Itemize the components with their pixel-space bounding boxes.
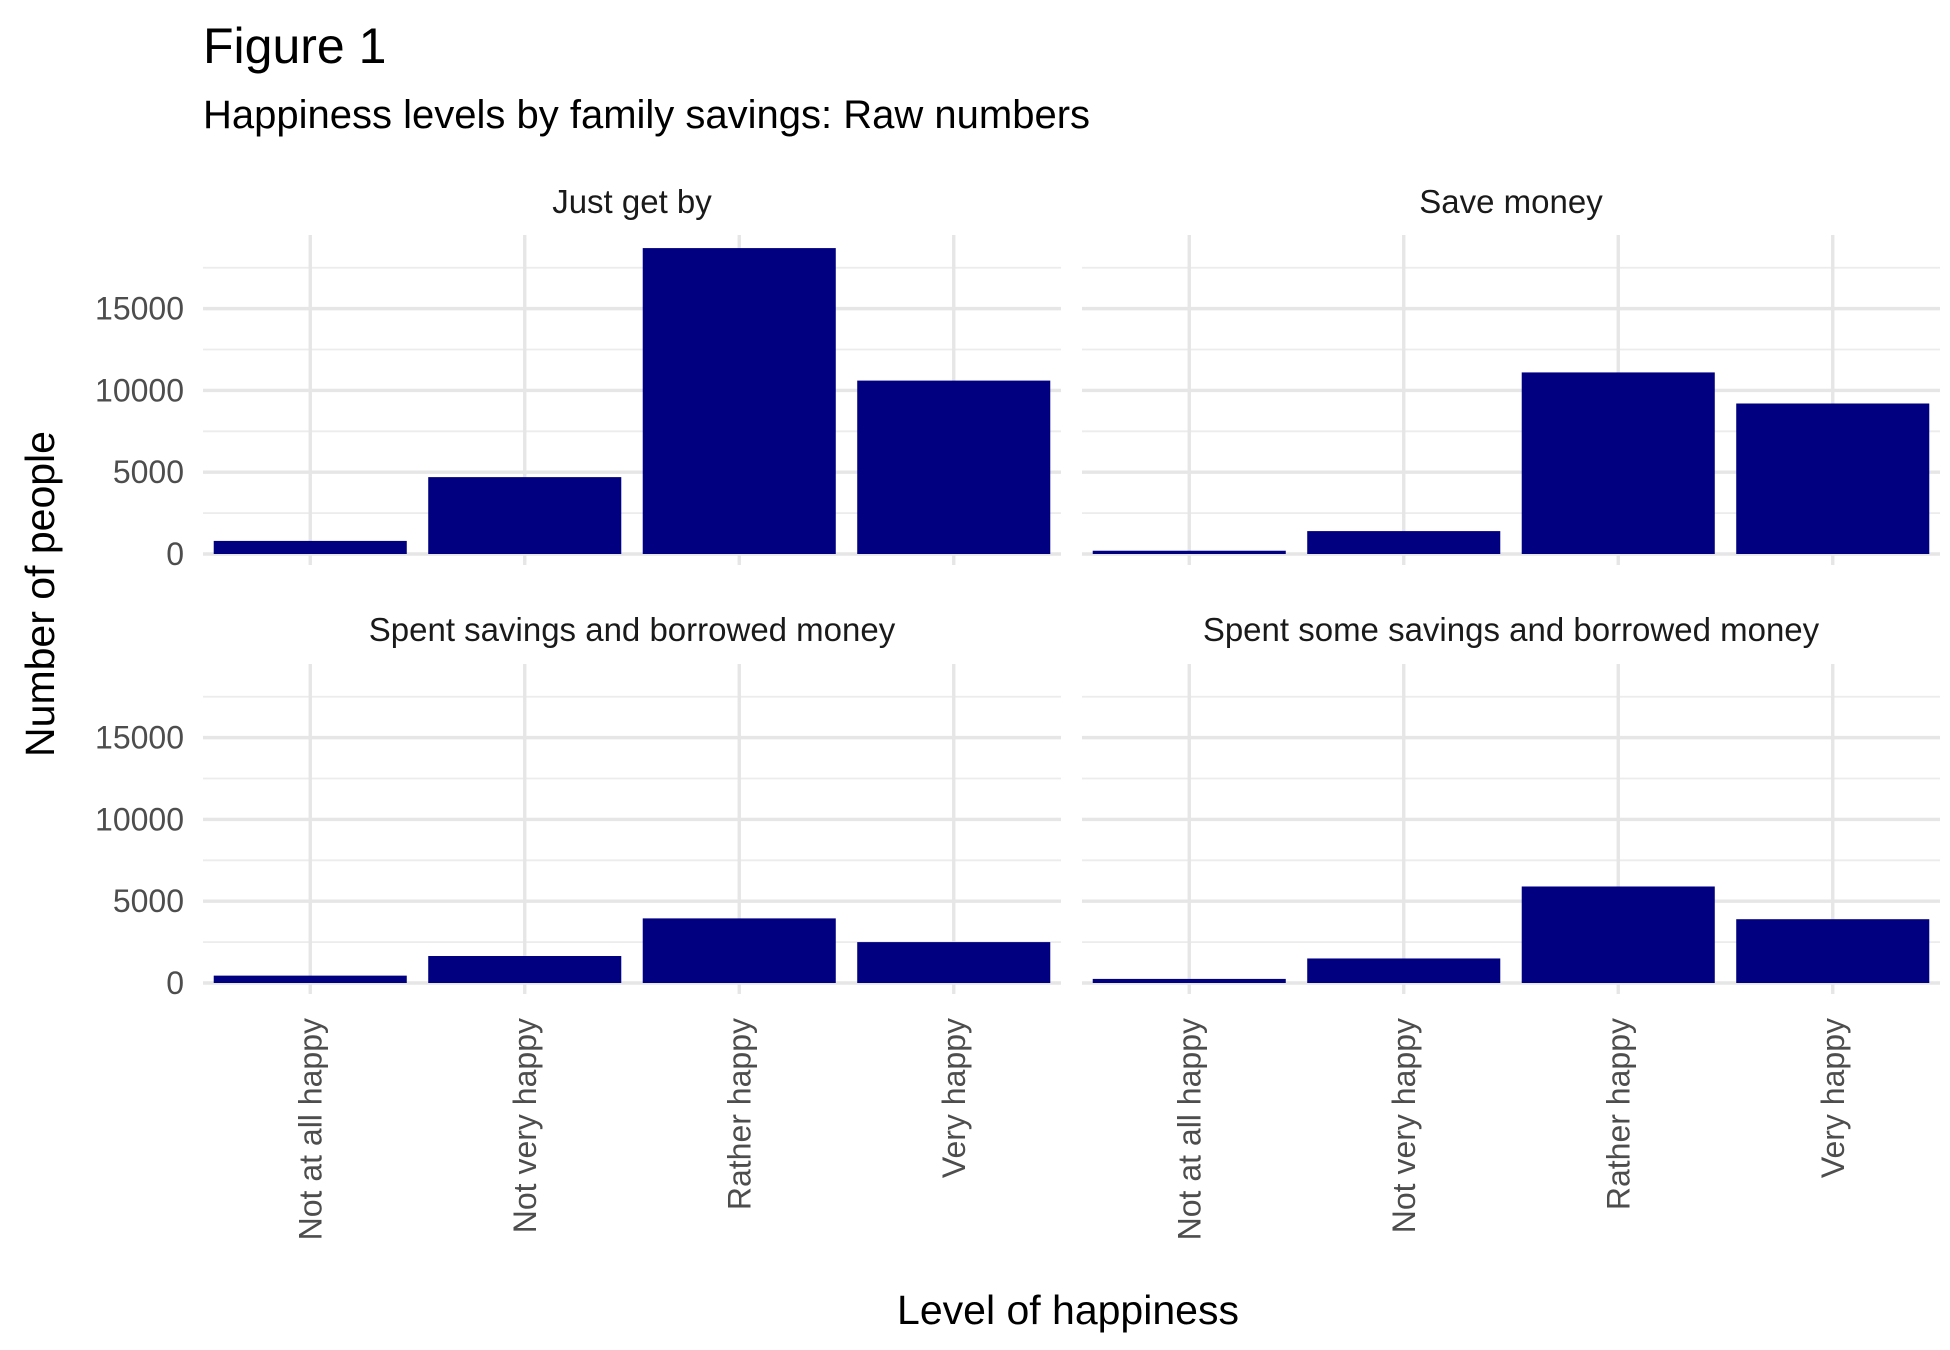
y-axis-title: Number of people xyxy=(17,431,63,757)
x-tick-label: Not very happy xyxy=(507,1018,543,1233)
y-tick-label: 10000 xyxy=(95,801,184,837)
x-tick-label: Not very happy xyxy=(1386,1018,1422,1233)
y-tick-label: 10000 xyxy=(95,372,184,408)
x-axis-title: Level of happiness xyxy=(897,1287,1239,1333)
facet-panels: Just get by 0 5000 10000 15000 Save money Spen… xyxy=(95,183,1940,1240)
bar-not-very-happy xyxy=(1307,531,1501,554)
x-tick-label: Not at all happy xyxy=(292,1018,328,1240)
facet-label: Just get by xyxy=(552,183,712,220)
bar-not-very-happy xyxy=(428,956,622,983)
facet-label: Save money xyxy=(1419,183,1603,220)
facet-label: Spent some savings and borrowed money xyxy=(1203,611,1820,648)
x-tick-label: Not at all happy xyxy=(1171,1018,1207,1240)
facet-label: Spent savings and borrowed money xyxy=(369,611,896,648)
bar-not-at-all-happy xyxy=(1092,978,1286,983)
bar-rather-happy xyxy=(642,248,836,555)
y-tick-label: 5000 xyxy=(113,454,184,490)
bar-very-happy xyxy=(1736,403,1930,554)
bar-very-happy xyxy=(857,942,1051,983)
bar-not-at-all-happy xyxy=(1092,550,1286,554)
bar-very-happy xyxy=(1736,919,1930,983)
facet-panel: Spent savings and borrowed money 0 5000 100… xyxy=(95,611,1061,1240)
x-tick-label: Rather happy xyxy=(721,1018,757,1210)
bar-rather-happy xyxy=(642,918,836,983)
bar-not-very-happy xyxy=(428,477,622,554)
y-tick-label: 0 xyxy=(166,536,184,572)
x-tick-label: Very happy xyxy=(1815,1018,1851,1178)
x-tick-label: Very happy xyxy=(936,1018,972,1178)
bar-not-very-happy xyxy=(1307,958,1501,983)
bar-not-at-all-happy xyxy=(213,975,407,983)
chart-subtitle: Happiness levels by family savings: Raw … xyxy=(203,93,1090,137)
y-tick-label: 0 xyxy=(166,965,184,1001)
x-tick-label: Rather happy xyxy=(1600,1018,1636,1210)
facet-panel: Save money xyxy=(1082,183,1940,565)
bar-not-at-all-happy xyxy=(213,540,407,554)
y-tick-label: 15000 xyxy=(95,720,184,756)
facet-panel: Just get by 0 5000 10000 15000 xyxy=(95,183,1061,572)
bar-very-happy xyxy=(857,380,1051,554)
y-tick-label: 15000 xyxy=(95,291,184,327)
y-tick-label: 5000 xyxy=(113,883,184,919)
bar-rather-happy xyxy=(1521,886,1715,983)
bar-rather-happy xyxy=(1521,372,1715,554)
chart-title: Figure 1 xyxy=(203,18,386,74)
facet-panel: Spent some savings and borrowed money Not… xyxy=(1082,611,1940,1240)
